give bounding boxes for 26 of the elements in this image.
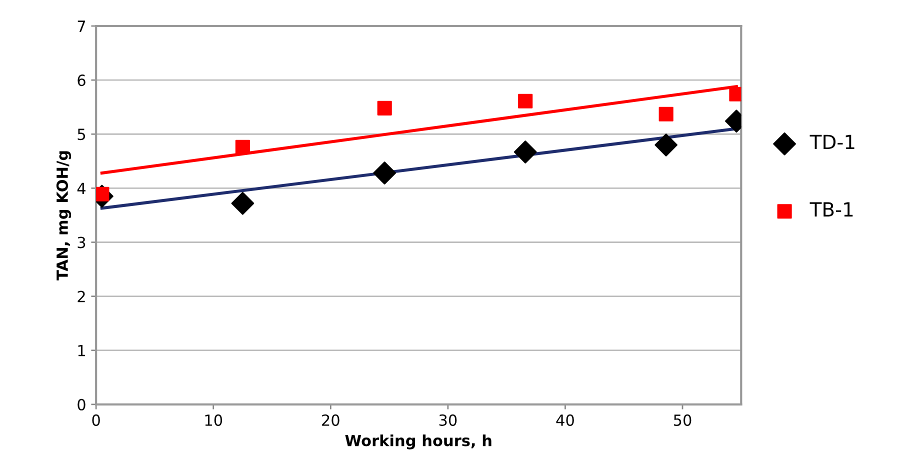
y-tick-label: 7 [78, 20, 86, 32]
y-axis-title: TAN, mg KOH/g [56, 151, 72, 280]
x-tick-label: 20 [322, 414, 340, 426]
point [373, 162, 396, 185]
point [235, 140, 250, 154]
y-tick-label: 3 [78, 236, 86, 248]
point [654, 133, 678, 156]
y-tick-label: 6 [78, 74, 86, 86]
point [231, 192, 254, 215]
x-tick-label: 30 [439, 414, 457, 426]
x-tick-label: 50 [674, 414, 692, 426]
legend-label: TD-1 [810, 134, 854, 150]
y-tick-label: 5 [78, 128, 86, 140]
x-axis-title: Working hours, h [345, 434, 492, 450]
y-tick-label: 2 [78, 290, 85, 302]
point [514, 140, 537, 164]
point [658, 106, 674, 122]
y-tick-label: 0 [78, 398, 86, 410]
x-tick-label: 0 [92, 414, 100, 426]
y-tick-label: 4 [77, 182, 86, 194]
point [377, 100, 392, 116]
y-tick-label: 1 [78, 345, 85, 356]
point [518, 94, 533, 108]
x-tick-label: 40 [556, 414, 574, 426]
x-tick-label: 10 [205, 414, 222, 426]
legend-label: TB-1 [810, 202, 853, 216]
